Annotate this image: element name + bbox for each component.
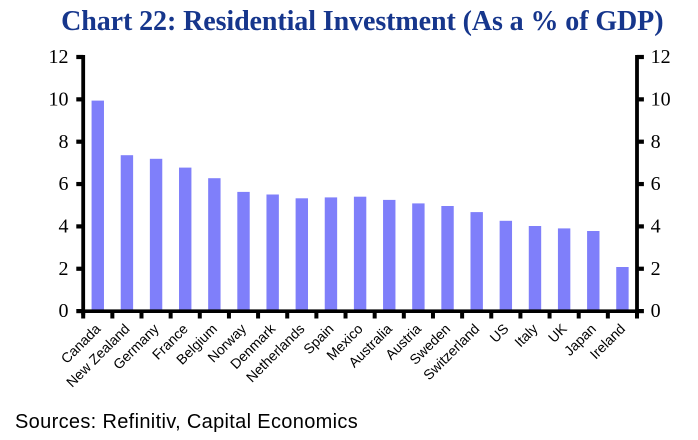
svg-text:4: 4 — [59, 216, 69, 238]
svg-text:2: 2 — [59, 258, 69, 280]
svg-text:10: 10 — [651, 88, 671, 110]
svg-text:10: 10 — [49, 88, 69, 110]
svg-text:12: 12 — [49, 46, 69, 68]
svg-text:8: 8 — [651, 131, 661, 153]
svg-text:Sources: Refinitiv, Capital Ec: Sources: Refinitiv, Capital Economics — [15, 411, 358, 433]
svg-text:Chart 22: Residential Investme: Chart 22: Residential Investment (As a %… — [61, 6, 663, 37]
svg-text:4: 4 — [651, 216, 661, 238]
svg-text:0: 0 — [651, 300, 661, 322]
svg-text:2: 2 — [651, 258, 661, 280]
svg-text:0: 0 — [59, 300, 69, 322]
svg-text:12: 12 — [651, 46, 671, 68]
svg-text:6: 6 — [651, 173, 661, 195]
svg-text:8: 8 — [59, 131, 69, 153]
svg-text:6: 6 — [59, 173, 69, 195]
